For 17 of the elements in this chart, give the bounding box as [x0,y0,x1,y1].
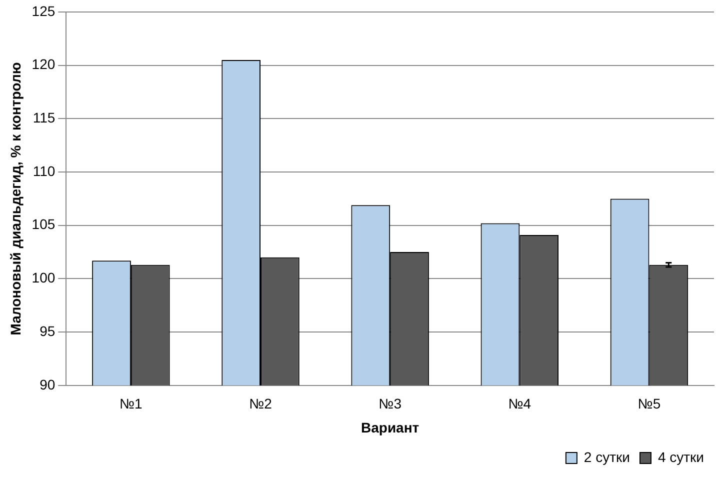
x-tick-label: №5 [638,396,661,412]
y-tick-label: 95 [40,322,56,339]
y-tick-label: 120 [32,56,56,72]
x-axis-title: Вариант [361,419,420,436]
y-tick-label: 110 [32,162,56,179]
y-tick-label: 115 [32,110,56,126]
y-tick-label: 125 [32,2,56,19]
y-axis-title: Малоновый диальдегид, % к контролю [7,62,24,336]
y-tick-label: 100 [32,270,56,286]
legend-label: 2 сутки [584,448,630,465]
y-tick-label: 105 [32,216,56,232]
x-tick-label: №1 [120,396,143,412]
x-tick-label: №4 [508,396,532,412]
y-tick-label: 90 [40,376,56,392]
x-tick-label: №2 [249,396,272,412]
x-tick-label: №3 [378,396,402,412]
legend-label: 4 сутки [658,448,704,465]
